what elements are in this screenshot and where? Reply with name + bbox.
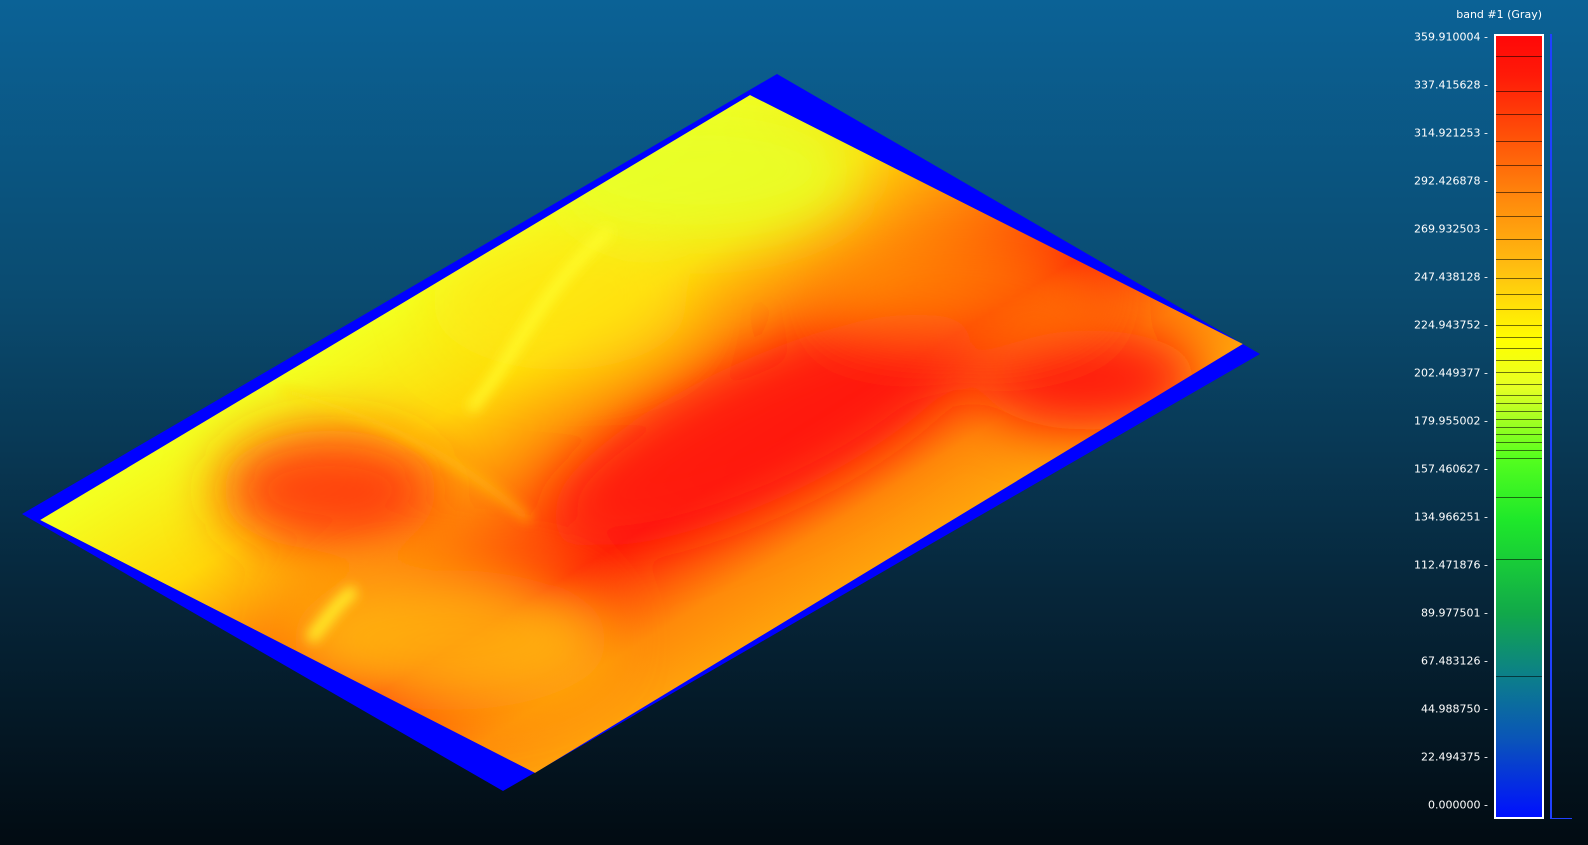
- scale-separator: [1496, 91, 1542, 92]
- scale-tick-label: 247.438128: [1414, 271, 1488, 284]
- scale-separator: [1496, 403, 1542, 404]
- scale-separator: [1496, 278, 1542, 279]
- scale-tick-label: 157.460627: [1414, 463, 1488, 476]
- scale-separator: [1496, 192, 1542, 193]
- scale-separator: [1496, 360, 1542, 361]
- scale-separator: [1496, 309, 1542, 310]
- scale-separator: [1496, 114, 1542, 115]
- scale-separator: [1496, 427, 1542, 428]
- elevation-surface: [40, 95, 1243, 773]
- scale-tick-label: 134.966251: [1414, 511, 1488, 524]
- scale-tick-label: 224.943752: [1414, 319, 1488, 332]
- scale-separator: [1496, 372, 1542, 373]
- scale-separator: [1496, 419, 1542, 420]
- scale-tick-label: 0.000000: [1428, 799, 1488, 812]
- scale-separator: [1496, 259, 1542, 260]
- scale-separator: [1496, 442, 1542, 443]
- scale-tick-label: 112.471876: [1414, 559, 1488, 572]
- histogram-base: [1550, 818, 1572, 819]
- scale-separator: [1496, 497, 1542, 498]
- scale-separator: [1496, 411, 1542, 412]
- scale-tick-label: 202.449377: [1414, 367, 1488, 380]
- color-scale-bar: [1494, 34, 1544, 819]
- histogram-line: [1550, 34, 1552, 819]
- scale-separator: [1496, 216, 1542, 217]
- scale-separator: [1496, 434, 1542, 435]
- scalebar-title: band #1 (Gray): [1456, 8, 1542, 21]
- scale-separator: [1496, 325, 1542, 326]
- scale-separator: [1496, 141, 1542, 142]
- scale-separator: [1496, 348, 1542, 349]
- scale-tick-label: 179.955002: [1414, 415, 1488, 428]
- scale-tick-label: 22.494375: [1421, 751, 1488, 764]
- scale-separator: [1496, 384, 1542, 385]
- scale-tick-label: 44.988750: [1421, 703, 1488, 716]
- scale-separator: [1496, 239, 1542, 240]
- scale-separator: [1496, 458, 1542, 459]
- scale-separator: [1496, 337, 1542, 338]
- scale-tick-label: 89.977501: [1421, 607, 1488, 620]
- scale-separator: [1496, 395, 1542, 396]
- scale-separator: [1496, 676, 1542, 677]
- scale-tick-label: 337.415628: [1414, 79, 1488, 92]
- scale-tick-label: 269.932503: [1414, 223, 1488, 236]
- scale-separator: [1496, 165, 1542, 166]
- scale-tick-label: 67.483126: [1421, 655, 1488, 668]
- scale-tick-label: 292.426878: [1414, 175, 1488, 188]
- scale-tick-label: 314.921253: [1414, 127, 1488, 140]
- scale-separator: [1496, 450, 1542, 451]
- scale-separator: [1496, 56, 1542, 57]
- scale-separator: [1496, 559, 1542, 560]
- scale-tick-label: 359.910004: [1414, 31, 1488, 44]
- scale-separator: [1496, 294, 1542, 295]
